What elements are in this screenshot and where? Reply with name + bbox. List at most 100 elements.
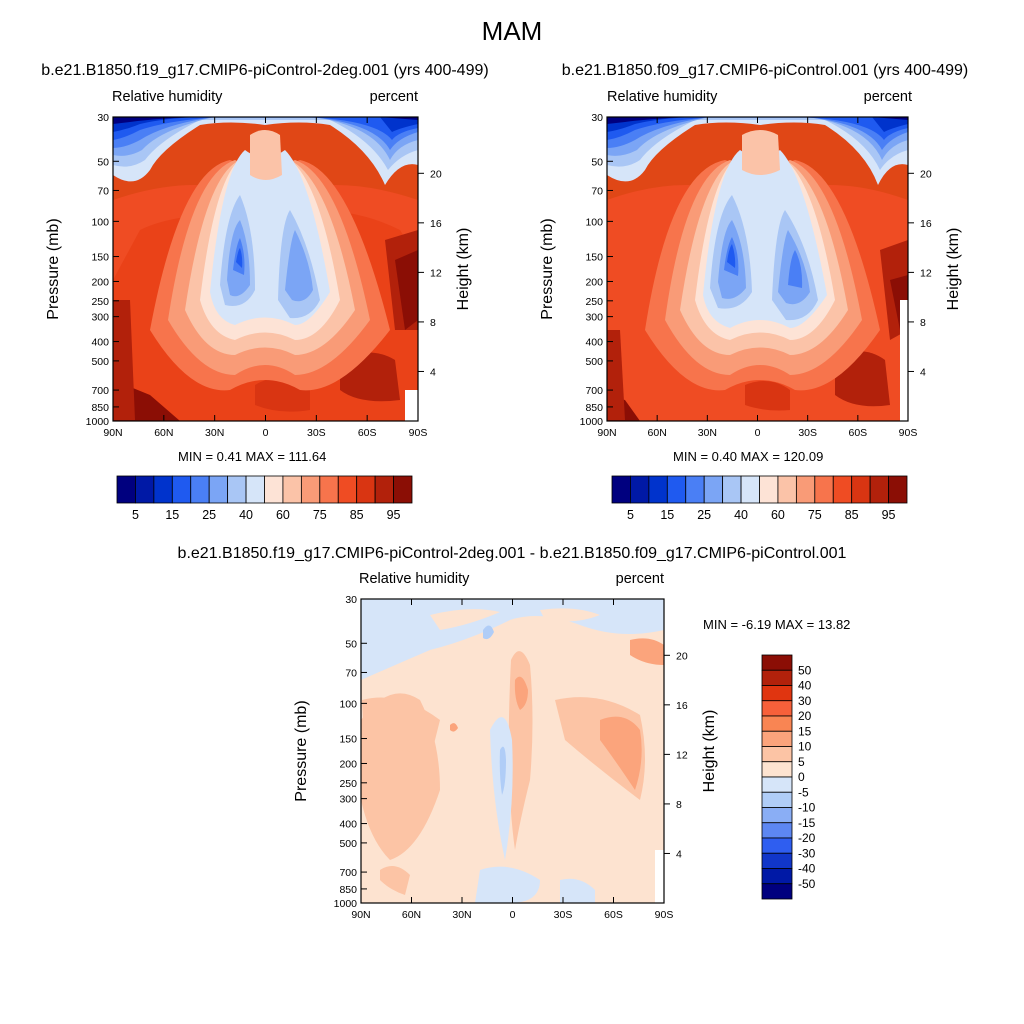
panel-3-x-tick-label: 90S bbox=[655, 909, 674, 921]
panel-3-variable-label: Relative humidity bbox=[359, 571, 470, 587]
panel-2-y-tick-label: 250 bbox=[585, 296, 603, 308]
colorbar-swatch bbox=[761, 791, 793, 808]
panel-3-x-tick-label: 90N bbox=[351, 909, 370, 921]
panel-1-x-tick-label: 0 bbox=[263, 427, 269, 439]
panel-1-y-right-axis-title: Height (km) bbox=[455, 228, 472, 311]
colorbar-label: 95 bbox=[387, 508, 401, 522]
panel-2-y-right-axis-title: Height (km) bbox=[945, 228, 962, 311]
panel-1-colorbar: 5 15 25 40 60 75 85 95 bbox=[116, 475, 413, 522]
panel-2-title: b.e21.B1850.f09_g17.CMIP6-piControl.001 … bbox=[561, 62, 969, 79]
panel-3-y-tick-label: 500 bbox=[339, 838, 357, 850]
figure-title: MAM bbox=[481, 16, 543, 46]
panel-2-axes: 90N 60N 30N 0 30S 60S 90S 30 50 70 100 150 200 250 300… bbox=[539, 112, 962, 439]
panel-2-units-label: percent bbox=[863, 89, 912, 105]
colorbar-label: 15 bbox=[798, 724, 812, 738]
panel-2-y-tick-label: 500 bbox=[585, 356, 603, 368]
panel-2-y-right-tick-label: 8 bbox=[920, 317, 926, 329]
colorbar-swatch bbox=[761, 700, 793, 717]
panel-1-y-tick-label: 850 bbox=[91, 402, 109, 414]
colorbar-label: 40 bbox=[239, 508, 253, 522]
panel-1-y-tick-label: 100 bbox=[91, 216, 109, 228]
colorbar-label: 60 bbox=[276, 508, 290, 522]
panel-2-x-tick-label: 60N bbox=[648, 427, 667, 439]
panel-3-x-tick-label: 60S bbox=[604, 909, 623, 921]
panel-3-y-right-tick-label: 12 bbox=[676, 749, 688, 761]
colorbar-swatch bbox=[740, 475, 760, 504]
panel-1-y-tick-label: 300 bbox=[91, 312, 109, 324]
panel-1-units-label: percent bbox=[369, 89, 418, 105]
colorbar-swatch bbox=[116, 475, 136, 504]
panel-1-field bbox=[113, 117, 418, 421]
colorbar-swatch bbox=[761, 822, 793, 839]
colorbar-swatch bbox=[245, 475, 265, 504]
panel-1-title: b.e21.B1850.f19_g17.CMIP6-piControl-2deg… bbox=[41, 62, 489, 79]
panel-2-x-tick-label: 60S bbox=[848, 427, 867, 439]
panel-2-y-right-tick-label: 20 bbox=[920, 168, 932, 180]
panel-2-y-tick-label: 30 bbox=[591, 112, 603, 124]
panel-1-y-right-tick-label: 8 bbox=[430, 317, 436, 329]
colorbar-swatch bbox=[761, 883, 793, 900]
panel-3-y-tick-label: 300 bbox=[339, 794, 357, 806]
colorbar-swatch bbox=[611, 475, 631, 504]
colorbar-swatch bbox=[761, 807, 793, 824]
colorbar-swatch bbox=[630, 475, 650, 504]
colorbar-swatch bbox=[761, 776, 793, 793]
panel-2-y-tick-label: 400 bbox=[585, 337, 603, 349]
panel-3-x-tick-label: 30N bbox=[452, 909, 471, 921]
panel-3-y-tick-label: 700 bbox=[339, 867, 357, 879]
panel-3-x-tick-label: 0 bbox=[510, 909, 516, 921]
colorbar-label: 85 bbox=[845, 508, 859, 522]
panel-1-y-tick-label: 700 bbox=[91, 385, 109, 397]
panel-2-y-tick-label: 1000 bbox=[580, 416, 604, 428]
colorbar-label: -50 bbox=[798, 877, 816, 891]
panel-2-field bbox=[607, 117, 908, 421]
colorbar-swatch bbox=[190, 475, 210, 504]
panel-2-variable-label: Relative humidity bbox=[607, 89, 718, 105]
panel-3-y-right-tick-label: 4 bbox=[676, 848, 682, 860]
colorbar-swatch bbox=[761, 715, 793, 732]
panel-1-y-right-tick-label: 20 bbox=[430, 168, 442, 180]
axes-and-colorbars: 90N 60N 30N 0 30S 60S 90S305070100150200250300… bbox=[45, 112, 962, 921]
panel-3-y-tick-label: 50 bbox=[345, 638, 357, 650]
panel-2-y-tick-label: 100 bbox=[585, 216, 603, 228]
colorbar-label: -5 bbox=[798, 785, 809, 799]
colorbar-label: 50 bbox=[798, 663, 812, 677]
colorbar-swatch bbox=[795, 475, 816, 504]
colorbar-swatch bbox=[761, 685, 793, 702]
panel-2-y-tick-label: 70 bbox=[591, 185, 603, 197]
colorbar-label: 75 bbox=[808, 508, 822, 522]
colorbar-swatch bbox=[171, 475, 192, 504]
panel-1-x-tick-label: 90N bbox=[103, 427, 122, 439]
colorbar-swatch bbox=[703, 475, 724, 504]
colorbar-swatch bbox=[759, 475, 779, 504]
panel-2-x-tick-label: 30N bbox=[698, 427, 717, 439]
colorbar-swatch bbox=[227, 475, 247, 504]
colorbar-swatch bbox=[761, 746, 793, 763]
colorbar-label: 75 bbox=[313, 508, 327, 522]
panel-2-x-tick-label: 30S bbox=[798, 427, 817, 439]
panel-2-y-axis-title: Pressure (mb) bbox=[539, 218, 556, 319]
colorbar-label: 15 bbox=[660, 508, 674, 522]
colorbar-label: -30 bbox=[798, 846, 816, 860]
colorbar-label: 5 bbox=[798, 755, 805, 769]
panel-3-y-tick-label: 1000 bbox=[334, 898, 358, 910]
panel-2-y-tick-label: 300 bbox=[585, 312, 603, 324]
colorbar-label: 40 bbox=[798, 679, 812, 693]
panel-2-min-max: MIN = 0.40 MAX = 120.09 bbox=[673, 449, 824, 464]
colorbar-swatch bbox=[685, 475, 705, 504]
panel-3-x-tick-label: 30S bbox=[554, 909, 573, 921]
panel-1-y-tick-label: 200 bbox=[91, 276, 109, 288]
panel-1-y-tick-label: 150 bbox=[91, 252, 109, 264]
colorbar-swatch bbox=[761, 837, 793, 854]
panel-3-field bbox=[361, 599, 664, 903]
colorbar-swatch bbox=[337, 475, 358, 504]
colorbar-label: -15 bbox=[798, 816, 816, 830]
panel-1-axes: 90N 60N 30N 0 30S 60S 90S 30 50 70 100 150 200 250 300… bbox=[45, 112, 472, 439]
colorbar-label: 85 bbox=[350, 508, 364, 522]
panel-2-y-right-tick-label: 16 bbox=[920, 218, 932, 230]
colorbar-label: 5 bbox=[132, 508, 139, 522]
colorbar-label: 20 bbox=[798, 709, 812, 723]
panel-3-units-label: percent bbox=[615, 571, 664, 587]
